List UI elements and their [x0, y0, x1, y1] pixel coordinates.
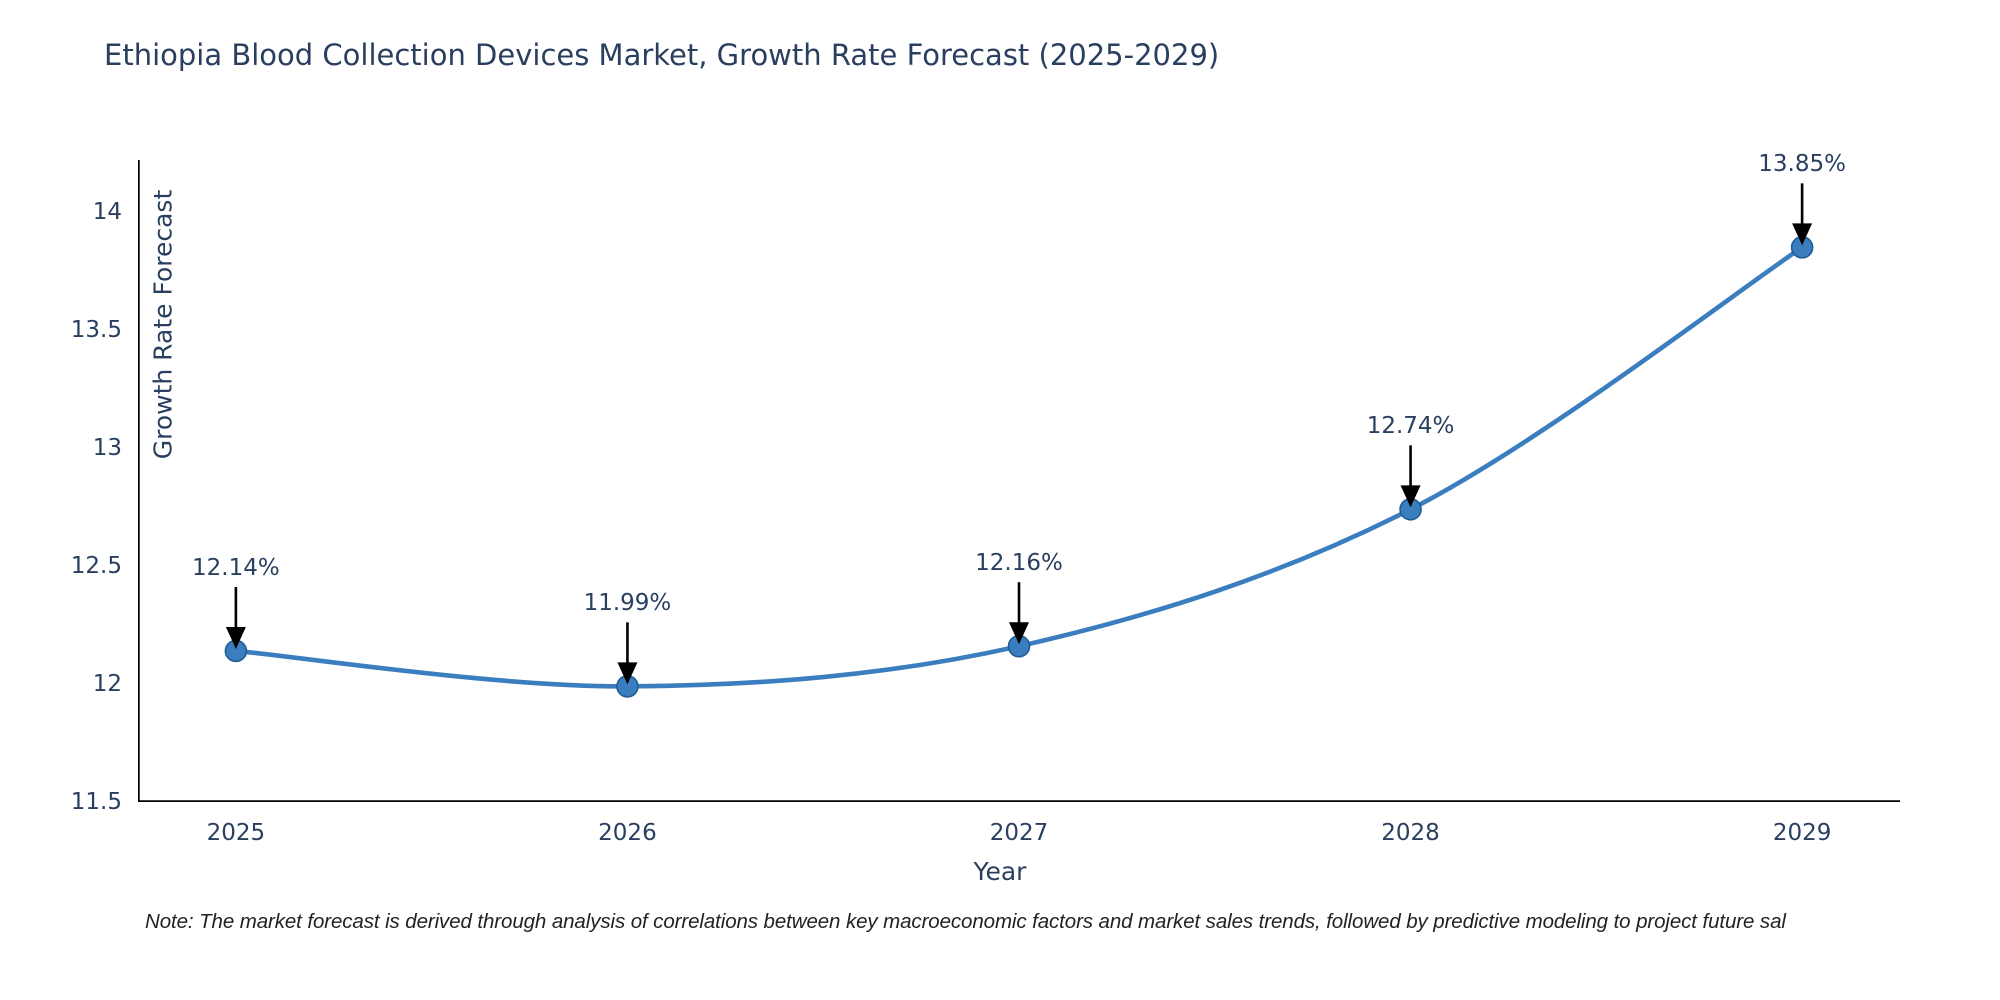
annotation-arrow-head [1400, 485, 1421, 508]
x-axis-title: Year [973, 857, 1027, 886]
x-tick-label: 2026 [598, 820, 657, 846]
annotation-arrow-head [225, 626, 246, 649]
annotation-arrow-head [617, 662, 638, 685]
y-tick-label: 11.5 [70, 789, 122, 815]
data-point-value-label: 12.16% [975, 550, 1063, 577]
data-point-value-label: 13.85% [1758, 151, 1846, 178]
x-tick-label: 2025 [206, 820, 266, 846]
y-tick-label: 12.5 [70, 552, 122, 579]
annotation-arrow-head [1792, 223, 1813, 246]
x-tick-label: 2027 [989, 820, 1049, 846]
data-point-value-label: 11.99% [583, 590, 672, 617]
page-title: Ethiopia Blood Collection Devices Market… [104, 38, 1220, 72]
axis-spine [138, 160, 1900, 802]
y-tick-label: 14 [92, 198, 122, 225]
line-chart-svg [138, 160, 1900, 802]
y-tick-label: 13 [92, 434, 122, 461]
y-tick-label: 12 [92, 670, 122, 697]
x-tick-label: 2028 [1381, 820, 1440, 846]
footnote-text: Note: The market forecast is derived thr… [145, 910, 1786, 933]
plot-area: 11.5 12 12.5 13 13.5 14 2025 2026 2027 2028 2029 1… [71, 151, 1900, 846]
y-tick-label: 13.5 [70, 316, 122, 343]
data-point-value-label: 12.14% [192, 554, 280, 581]
data-point-value-label: 12.74% [1366, 413, 1455, 440]
annotation-arrow-head [1009, 622, 1029, 645]
x-tick-label: 2029 [1772, 820, 1832, 846]
